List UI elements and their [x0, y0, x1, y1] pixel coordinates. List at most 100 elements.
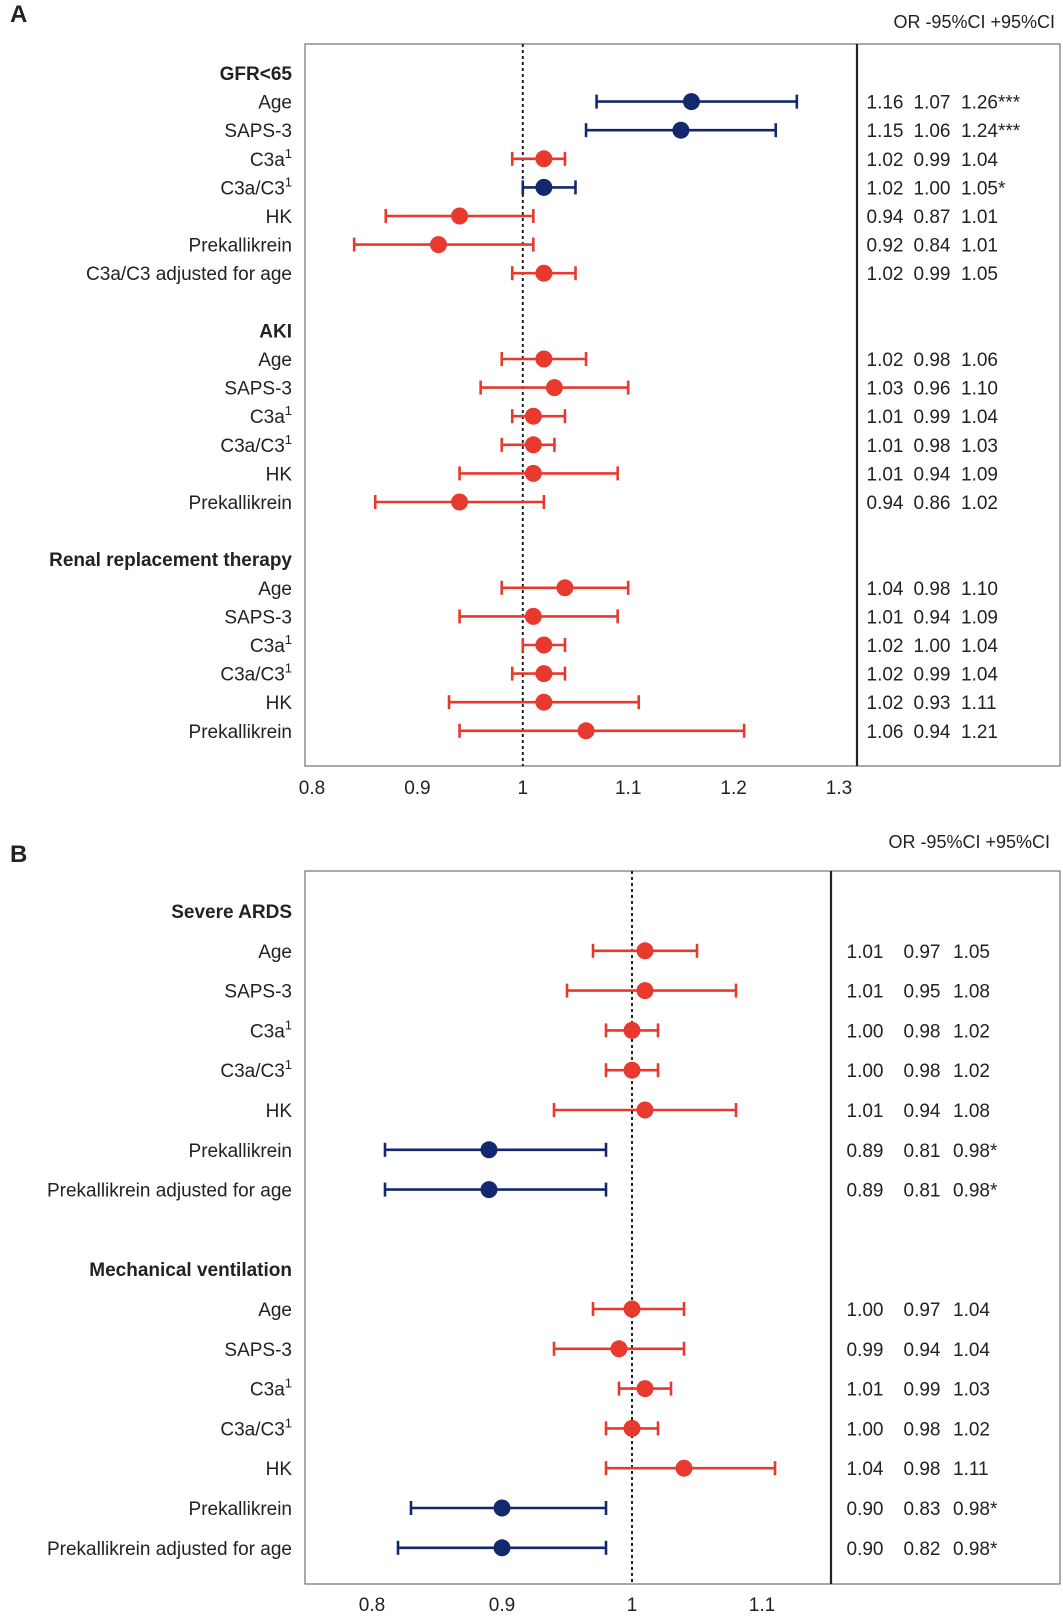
ci-high-value: 1.05*: [961, 178, 1006, 199]
row-label: C3a/C3 adjusted for age: [86, 264, 292, 285]
or-point: [524, 464, 542, 482]
or-value: 1.02: [867, 264, 904, 285]
or-value: 1.00: [847, 1419, 884, 1440]
or-point: [429, 236, 447, 254]
or-point: [524, 436, 542, 454]
ci-low-value: 0.95: [904, 982, 941, 1003]
ci-high-value: 1.10: [961, 579, 998, 600]
panel-letter: A: [10, 1, 27, 28]
ci-low-value: 0.84: [914, 236, 951, 257]
ci-low-value: 0.82: [904, 1539, 941, 1560]
ci-high-value: 1.08: [953, 982, 990, 1003]
panel-b: B OR -95%CI +95%CI 0.8 0.9 1 1.1 Severe ARDS Ag…: [10, 832, 1061, 1616]
panel-letter: B: [10, 841, 27, 868]
or-value: 1.06: [867, 722, 904, 743]
or-value: 0.94: [867, 207, 904, 228]
row-label: Age: [258, 93, 292, 114]
x-tick-label: 1: [518, 778, 529, 799]
row-label: Prekallikrein adjusted for age: [47, 1539, 292, 1560]
ci-low-value: 0.99: [914, 665, 951, 686]
or-point: [682, 93, 700, 111]
or-point: [535, 693, 553, 711]
ci-high-value: 1.09: [961, 607, 998, 628]
or-value: 1.00: [847, 1300, 884, 1321]
or-value: 1.01: [847, 982, 884, 1003]
ci-high-value: 1.01: [961, 236, 998, 257]
or-point: [535, 665, 553, 683]
x-tick-label: 1.2: [720, 778, 746, 799]
or-point: [623, 1300, 641, 1318]
row-label: C3a/C31: [220, 174, 292, 199]
row-label: SAPS-3: [224, 607, 292, 628]
ci-low-value: 0.98: [904, 1021, 941, 1042]
x-tick-label: 0.8: [359, 1595, 385, 1616]
row-label: SAPS-3: [224, 1340, 292, 1361]
ci-high-value: 1.01: [961, 207, 998, 228]
row-label: HK: [266, 1459, 293, 1480]
group-title: Severe ARDS: [171, 902, 292, 923]
or-value: 1.01: [847, 942, 884, 963]
panel-a: A OR -95%CI +95%CI 0.8 0.9 1 1.1 1.2 1.3 GFR<65 A…: [10, 1, 1061, 799]
ci-low-value: 0.96: [914, 379, 951, 400]
row-label: Prekallikrein: [189, 1499, 292, 1520]
ci-low-value: 0.98: [914, 436, 951, 457]
or-value: 1.01: [847, 1101, 884, 1122]
ci-high-value: 1.04: [961, 150, 998, 171]
ci-high-value: 1.26***: [961, 93, 1021, 114]
or-point: [556, 579, 574, 597]
ci-low-value: 0.98: [914, 350, 951, 371]
ci-low-value: 0.94: [904, 1340, 941, 1361]
or-point: [493, 1499, 511, 1517]
or-value: 1.01: [867, 407, 904, 428]
ci-high-value: 1.08: [953, 1101, 990, 1122]
x-tick-label: 1.3: [826, 778, 852, 799]
ci-high-value: 1.04: [961, 665, 998, 686]
ci-low-value: 0.97: [904, 1300, 941, 1321]
or-point: [480, 1181, 498, 1199]
row-label: C3a/C31: [220, 1057, 292, 1082]
or-point: [535, 350, 553, 368]
ci-high-value: 1.11: [953, 1459, 989, 1480]
ci-low-value: 0.98: [904, 1061, 941, 1082]
or-value: 0.94: [867, 493, 904, 514]
ci-low-value: 0.94: [914, 722, 951, 743]
ci-low-value: 1.07: [914, 93, 951, 114]
or-value: 1.02: [867, 693, 904, 714]
or-point: [623, 1419, 641, 1437]
row-label: Age: [258, 1300, 292, 1321]
row-label: HK: [266, 464, 293, 485]
ci-low-value: 0.98: [904, 1419, 941, 1440]
row-label: HK: [266, 693, 293, 714]
ci-low-value: 0.93: [914, 693, 951, 714]
or-value: 1.00: [847, 1021, 884, 1042]
ci-high-value: 1.03: [961, 436, 998, 457]
row-label: Age: [258, 350, 292, 371]
x-tick-label: 0.9: [404, 778, 430, 799]
ci-high-value: 1.04: [953, 1340, 990, 1361]
ci-high-value: 1.03: [953, 1380, 990, 1401]
ci-high-value: 1.21: [961, 722, 998, 743]
or-point: [535, 150, 553, 168]
ci-low-value: 0.99: [914, 150, 951, 171]
or-point: [524, 407, 542, 425]
ci-high-value: 1.05: [961, 264, 998, 285]
row-label: C3a/C31: [220, 432, 292, 457]
or-value: 0.90: [847, 1499, 884, 1520]
or-point: [535, 636, 553, 654]
x-tick-label: 0.9: [489, 1595, 515, 1616]
x-tick-label: 0.8: [299, 778, 325, 799]
column-header: OR -95%CI +95%CI: [893, 12, 1055, 32]
row-label: Age: [258, 579, 292, 600]
ci-low-value: 1.06: [914, 121, 951, 142]
ci-low-value: 0.94: [914, 607, 951, 628]
row-label: Prekallikrein: [189, 1141, 292, 1162]
ci-high-value: 1.09: [961, 464, 998, 485]
column-header: OR -95%CI +95%CI: [888, 832, 1050, 852]
x-tick-label: 1.1: [615, 778, 641, 799]
ci-low-value: 0.87: [914, 207, 951, 228]
or-value: 0.90: [847, 1539, 884, 1560]
or-value: 1.02: [867, 636, 904, 657]
x-tick-label: 1.1: [749, 1595, 775, 1616]
or-value: 1.03: [867, 379, 904, 400]
